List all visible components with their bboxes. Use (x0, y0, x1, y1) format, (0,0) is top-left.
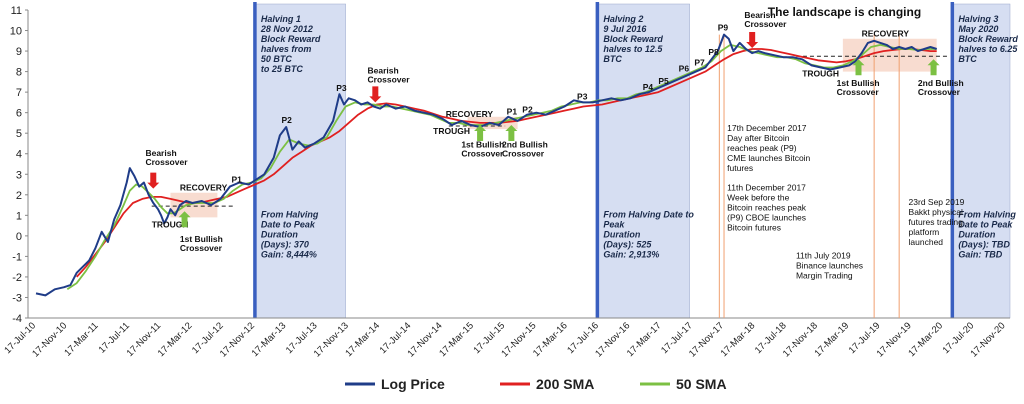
x-tick-label: 17-Mar-11 (62, 320, 100, 358)
halving-2-summary: From Halving Date to Peak Duration (Days): … (603, 209, 694, 259)
peak-label-c3-p8: P8 (708, 47, 719, 57)
peak-label-c3-p9: P9 (718, 23, 729, 33)
peak-label-c3-p5: P5 (658, 76, 669, 86)
peak-label-c2-p3b: P3 (577, 91, 588, 101)
recovery-label-2: RECOVERY (446, 109, 494, 119)
bullish-arrow-5 (927, 59, 940, 76)
peak-label-c2-p2b: P2 (522, 105, 533, 115)
y-tick-label: 2 (16, 190, 22, 202)
trough-label-1: TROUGH (152, 220, 189, 230)
trough-label-2: TROUGH (433, 126, 470, 136)
peak-label-c2-p3: P3 (336, 83, 347, 93)
x-tick-label: 17-Mar-20 (906, 320, 945, 359)
recovery-label-1: RECOVERY (180, 183, 228, 193)
y-tick-label: 9 (16, 46, 22, 58)
y-tick-label: 4 (16, 149, 22, 161)
bullish-label-3: 1st Bullish Crossover (837, 78, 880, 97)
trough-label-3: TROUGH (802, 69, 839, 79)
peak-label-c2-p1b: P1 (507, 107, 518, 117)
x-tick-label: 17-Mar-15 (437, 320, 476, 359)
event-label-1: 17th December 2017 Day after Bitcoin reach… (727, 123, 810, 173)
y-tick-label: 6 (16, 108, 22, 120)
bullish-arrow-4 (852, 59, 865, 76)
y-tick-label: 0 (16, 231, 22, 243)
peak-label-c2-p2: P2 (282, 115, 293, 125)
bearish-arrow-3 (746, 31, 759, 48)
halving-3-title: Halving 3 May 2020 Block Reward halves to 6… (958, 14, 1018, 64)
bullish2-label-1: 2nd Bullish Crossover (502, 140, 548, 159)
chart-title: The landscape is changing (768, 5, 921, 19)
halving-3-summary: From Halving Date to Peak Duration (Days): … (958, 209, 1016, 259)
legend-label-log_price: Log Price (381, 376, 445, 392)
x-tick-label: 17-Mar-12 (156, 320, 195, 359)
peak-label-c1-p1: P1 (231, 174, 242, 184)
bearish-label-2: Bearish Crossover (368, 66, 411, 85)
y-tick-label: 7 (16, 87, 22, 99)
series-log_price (35, 33, 938, 297)
y-tick-label: 3 (16, 169, 22, 181)
event-label-2: 11th December 2017 Week before the Bitcoin… (727, 183, 807, 233)
bullish-label-1: 1st Bullish Crossover (180, 234, 223, 253)
x-tick-label: 17-Mar-16 (531, 320, 570, 359)
peak-label-c3-p4: P4 (643, 82, 654, 92)
y-tick-label: -1 (12, 251, 22, 263)
bullish2-label-2: 2nd Bullish Crossover (918, 78, 964, 97)
halving-panel-1 (254, 3, 346, 319)
halving-1-title: Halving 1 28 Nov 2012 Block Reward halves f… (260, 14, 321, 74)
y-tick-label: 10 (10, 26, 22, 38)
y-tick-label: 5 (16, 128, 22, 140)
y-tick-label: 11 (11, 5, 22, 17)
y-tick-label: -4 (12, 313, 22, 325)
bullish-arrow-1 (178, 211, 191, 228)
x-tick-label: 17-Mar-19 (812, 320, 851, 359)
bearish-label-3: Bearish Crossover (744, 10, 787, 29)
recovery-label-3: RECOVERY (862, 29, 910, 39)
y-tick-label: 1 (16, 210, 22, 222)
event-label-4: 23rd Sep 2019 Bakkt physical futures tradi… (909, 197, 965, 247)
bullish-arrow-2 (474, 124, 487, 141)
legend-label-sma200: 200 SMA (536, 376, 594, 392)
halving-panel-2 (597, 3, 690, 319)
y-tick-label: -2 (12, 272, 22, 284)
x-tick-label: 17-Mar-17 (625, 320, 664, 359)
x-tick-label: 17-Mar-18 (719, 320, 758, 359)
peak-label-c3-p6: P6 (679, 64, 690, 74)
x-tick-label: 17-Mar-13 (250, 320, 289, 359)
bearish-arrow-1 (147, 172, 160, 189)
x-tick-label: 17-Mar-14 (343, 320, 382, 359)
halving-1-summary: From Halving Date to Peak Duration (Days): … (261, 209, 319, 259)
peak-label-c3-p7: P7 (694, 57, 705, 67)
bullish-arrow-3 (505, 124, 518, 141)
event-label-3: 11th July 2019 Binance launches Margin Tra… (796, 250, 863, 280)
bearish-arrow-2 (369, 86, 382, 103)
legend-label-sma50: 50 SMA (676, 376, 727, 392)
y-tick-label: -3 (12, 292, 22, 304)
bullish-label-2: 1st Bullish Crossover (461, 140, 504, 159)
y-tick-label: 8 (16, 67, 22, 79)
bearish-label-1: Bearish Crossover (145, 148, 188, 167)
